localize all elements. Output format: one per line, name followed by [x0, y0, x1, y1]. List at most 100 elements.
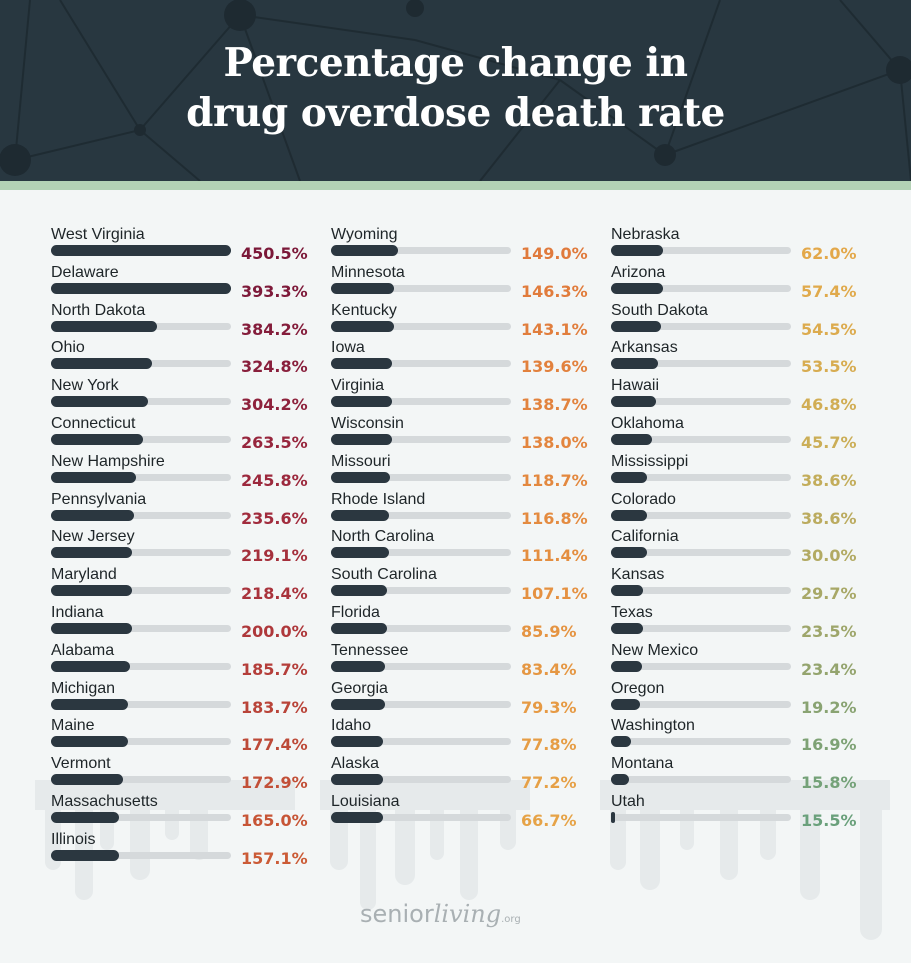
state-row: West Virginia 450.5% — [51, 226, 321, 264]
state-row: North Dakota 384.2% — [51, 302, 321, 340]
bar-fill — [611, 358, 658, 370]
state-name: Florida — [331, 603, 380, 621]
value-label: 45.7% — [801, 432, 857, 452]
state-name: South Carolina — [331, 566, 437, 584]
bar-track — [611, 587, 791, 595]
bar-fill — [51, 660, 130, 672]
bar-fill — [611, 547, 647, 559]
value-label: 118.7% — [521, 470, 588, 490]
state-row: Michigan 183.7% — [51, 680, 321, 718]
state-row: Alaska 77.2% — [331, 755, 601, 793]
state-name: Montana — [611, 755, 674, 773]
value-label: 111.4% — [521, 546, 588, 566]
state-name: Oklahoma — [611, 414, 684, 432]
bar-fill — [611, 698, 640, 710]
state-name: Wisconsin — [331, 414, 404, 432]
bar-fill — [331, 282, 394, 294]
value-label: 116.8% — [521, 508, 588, 528]
value-label: 23.5% — [801, 621, 857, 641]
state-name: Iowa — [331, 339, 365, 357]
bar-fill — [51, 320, 157, 332]
column-1: West Virginia 450.5% Delaware 393.3% North D… — [51, 226, 321, 869]
bar-track — [51, 587, 231, 595]
value-label: 30.0% — [801, 546, 857, 566]
state-row: Nebraska 62.0% — [611, 226, 881, 264]
state-row: Kansas 29.7% — [611, 566, 881, 604]
bar-track — [51, 851, 231, 859]
value-label: 79.3% — [521, 697, 577, 717]
bar-fill — [51, 849, 119, 861]
state-row: Delaware 393.3% — [51, 264, 321, 302]
state-row: Oklahoma 45.7% — [611, 415, 881, 453]
bar-track — [331, 435, 511, 443]
state-name: Minnesota — [331, 263, 405, 281]
bar-fill — [51, 774, 123, 786]
value-label: 53.5% — [801, 357, 857, 377]
network-pattern — [0, 0, 911, 181]
title-line-2: drug overdose death rate — [186, 90, 725, 136]
state-name: Connecticut — [51, 414, 136, 432]
state-name: Vermont — [51, 755, 111, 773]
bar-track — [51, 776, 231, 784]
value-label: 19.2% — [801, 697, 857, 717]
column-2: Wyoming 149.0% Minnesota 146.3% Kentucky 143.… — [331, 226, 601, 831]
state-name: Hawaii — [611, 377, 660, 395]
bar-track — [611, 624, 791, 632]
bar-fill — [331, 358, 392, 370]
bar-track — [331, 360, 511, 368]
state-name: Colorado — [611, 490, 676, 508]
state-row: South Carolina 107.1% — [331, 566, 601, 604]
bar-track — [611, 322, 791, 330]
state-row: Maryland 218.4% — [51, 566, 321, 604]
value-label: 23.4% — [801, 659, 857, 679]
value-label: 172.9% — [241, 773, 308, 793]
bar-track — [331, 398, 511, 406]
state-row: Iowa 139.6% — [331, 339, 601, 377]
state-row: Rhode Island 116.8% — [331, 491, 601, 529]
bar-fill — [331, 811, 383, 823]
logo-sans: senior — [360, 900, 434, 928]
value-label: 29.7% — [801, 584, 857, 604]
bar-track — [611, 360, 791, 368]
state-row: Virginia 138.7% — [331, 377, 601, 415]
state-row: South Dakota 54.5% — [611, 302, 881, 340]
bar-fill — [51, 547, 132, 559]
bar-fill — [51, 585, 132, 597]
bar-fill — [611, 471, 647, 483]
value-label: 218.4% — [241, 584, 308, 604]
state-row: New Hampshire 245.8% — [51, 453, 321, 491]
state-row: Vermont 172.9% — [51, 755, 321, 793]
bar-fill — [51, 433, 143, 445]
bar-track — [331, 284, 511, 292]
state-row: New York 304.2% — [51, 377, 321, 415]
bar-track — [51, 549, 231, 557]
column-3: Nebraska 62.0% Arizona 57.4% South Dakota 54.… — [611, 226, 881, 831]
bar-track — [51, 662, 231, 670]
bar-fill — [51, 811, 119, 823]
bar-track — [611, 776, 791, 784]
bar-fill — [611, 736, 631, 748]
value-label: 157.1% — [241, 848, 308, 868]
bar-track — [51, 511, 231, 519]
value-label: 324.8% — [241, 357, 308, 377]
bar-track — [331, 662, 511, 670]
state-name: Kentucky — [331, 301, 397, 319]
value-label: 143.1% — [521, 319, 588, 339]
bar-track — [51, 473, 231, 481]
state-row: Tennessee 83.4% — [331, 642, 601, 680]
bar-fill — [611, 585, 643, 597]
state-name: Mississippi — [611, 452, 689, 470]
value-label: 15.8% — [801, 773, 857, 793]
state-row: Wyoming 149.0% — [331, 226, 601, 264]
value-label: 146.3% — [521, 281, 588, 301]
bar-track — [331, 700, 511, 708]
bar-track — [51, 700, 231, 708]
bar-track — [611, 549, 791, 557]
logo-suffix: .org — [501, 914, 521, 925]
state-name: California — [611, 528, 679, 546]
bar-track — [331, 549, 511, 557]
bar-track — [331, 247, 511, 254]
state-name: Kansas — [611, 566, 665, 584]
bar-track — [331, 322, 511, 330]
bar-fill — [51, 509, 134, 521]
